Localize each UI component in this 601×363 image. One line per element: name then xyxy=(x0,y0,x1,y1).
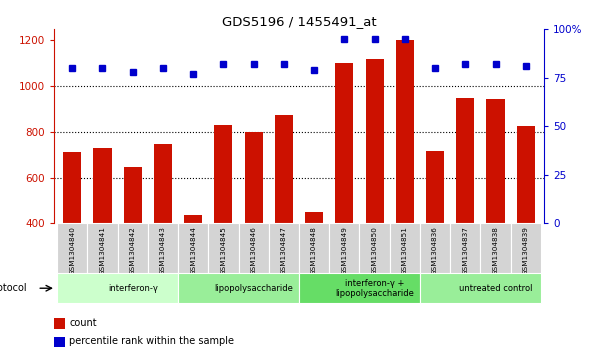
Text: untreated control: untreated control xyxy=(459,284,532,293)
Bar xyxy=(517,126,535,223)
Bar xyxy=(154,144,172,223)
Text: GSM1304840: GSM1304840 xyxy=(69,226,75,275)
Bar xyxy=(178,273,299,303)
Bar xyxy=(365,59,383,223)
Bar xyxy=(57,223,87,274)
Bar xyxy=(305,212,323,223)
Bar xyxy=(239,223,269,274)
Bar xyxy=(54,337,65,347)
Text: GSM1304847: GSM1304847 xyxy=(281,226,287,275)
Text: interferon-γ: interferon-γ xyxy=(108,284,157,293)
Bar xyxy=(335,63,353,223)
Bar xyxy=(299,223,329,274)
Bar xyxy=(209,223,239,274)
Bar xyxy=(426,151,444,223)
Bar xyxy=(245,132,263,223)
Text: GSM1304843: GSM1304843 xyxy=(160,226,166,275)
Text: protocol: protocol xyxy=(0,283,27,293)
Bar xyxy=(54,318,65,329)
Bar xyxy=(456,98,474,223)
Bar xyxy=(395,40,414,223)
Text: GSM1304851: GSM1304851 xyxy=(402,226,408,275)
Bar xyxy=(63,152,81,223)
Bar xyxy=(269,223,299,274)
Text: GSM1304841: GSM1304841 xyxy=(100,226,105,275)
Text: GSM1304844: GSM1304844 xyxy=(190,226,196,275)
Bar xyxy=(178,223,209,274)
Text: GSM1304837: GSM1304837 xyxy=(462,226,468,275)
Bar xyxy=(511,223,541,274)
Bar xyxy=(148,223,178,274)
Text: GSM1304839: GSM1304839 xyxy=(523,226,529,275)
Bar xyxy=(87,223,118,274)
Bar xyxy=(420,223,450,274)
Text: GSM1304845: GSM1304845 xyxy=(221,226,227,275)
Text: GSM1304838: GSM1304838 xyxy=(493,226,498,275)
Bar xyxy=(486,99,505,223)
Bar xyxy=(329,223,359,274)
Bar xyxy=(480,223,511,274)
Text: interferon-γ +
lipopolysaccharide: interferon-γ + lipopolysaccharide xyxy=(335,278,414,298)
Bar xyxy=(450,223,480,274)
Text: GSM1304842: GSM1304842 xyxy=(130,226,136,275)
Text: GSM1304848: GSM1304848 xyxy=(311,226,317,275)
Bar xyxy=(389,223,420,274)
Bar xyxy=(299,273,420,303)
Text: GSM1304849: GSM1304849 xyxy=(341,226,347,275)
Text: lipopolysaccharide: lipopolysaccharide xyxy=(214,284,293,293)
Text: GSM1304850: GSM1304850 xyxy=(371,226,377,275)
Bar xyxy=(118,223,148,274)
Text: count: count xyxy=(69,318,97,328)
Bar xyxy=(359,223,389,274)
Bar xyxy=(275,115,293,223)
Title: GDS5196 / 1455491_at: GDS5196 / 1455491_at xyxy=(222,15,376,28)
Bar xyxy=(124,167,142,223)
Bar xyxy=(184,215,203,223)
Bar xyxy=(93,148,112,223)
Bar xyxy=(57,273,178,303)
Text: GSM1304846: GSM1304846 xyxy=(251,226,257,275)
Text: GSM1304836: GSM1304836 xyxy=(432,226,438,275)
Bar xyxy=(215,125,233,223)
Bar xyxy=(420,273,541,303)
Text: percentile rank within the sample: percentile rank within the sample xyxy=(69,336,234,346)
